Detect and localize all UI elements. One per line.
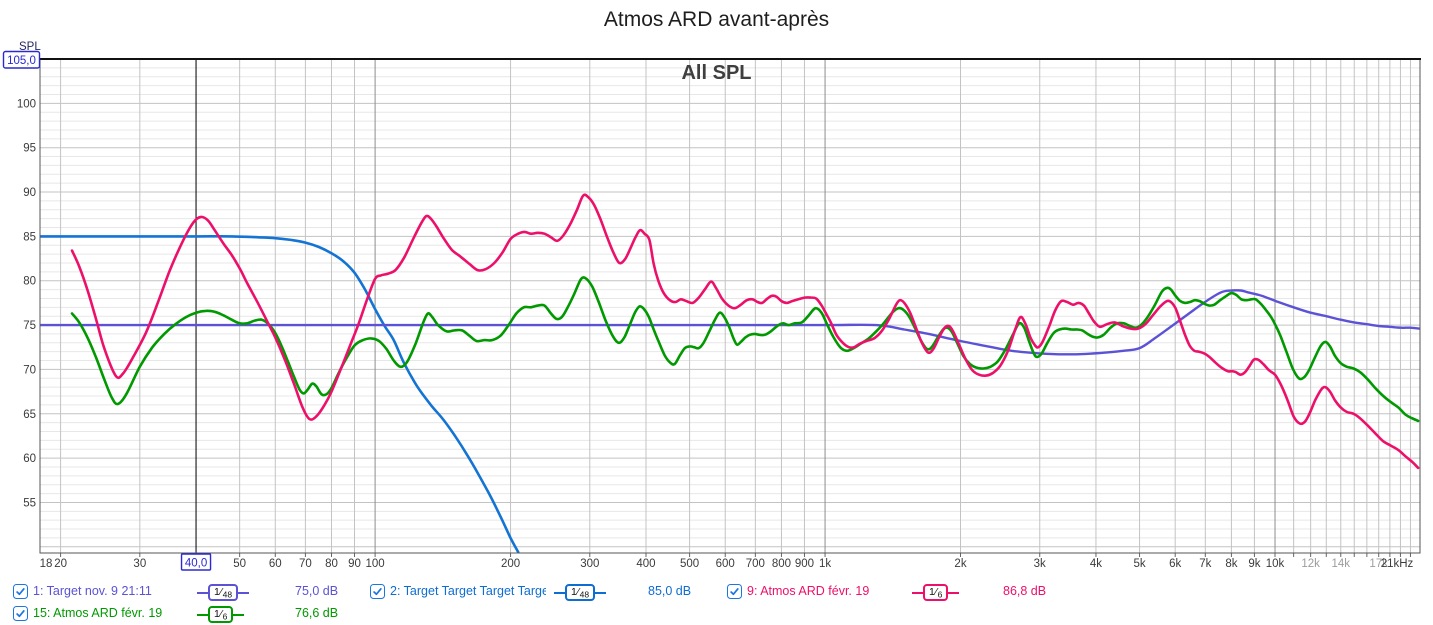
series-line-stub bbox=[197, 591, 208, 594]
x-axis-label: 100 bbox=[366, 558, 385, 570]
y-axis-label: 60 bbox=[23, 453, 36, 465]
series-line-stub bbox=[595, 591, 607, 594]
legend-row: 1: Target nov. 9 21:11 1 ⁄ 48 75,0 dB 2: T… bbox=[0, 583, 1433, 603]
x-axis-label: 6k bbox=[1169, 558, 1181, 570]
smoothing-badge: 1 ⁄ 48 bbox=[554, 584, 607, 601]
x-axis-label: 30 bbox=[133, 558, 146, 570]
curve-atmos_before_pink bbox=[70, 193, 1420, 470]
y-axis-label: 90 bbox=[23, 187, 36, 199]
x-axis-label: 1k bbox=[819, 558, 831, 570]
legend-label[interactable]: 9: Atmos ARD févr. 19 bbox=[747, 584, 870, 598]
x-axis-label: 800 bbox=[772, 558, 791, 570]
legend-checkbox[interactable] bbox=[13, 606, 28, 621]
curve-target_75_purple bbox=[40, 289, 1420, 356]
x-cursor-readout: 40,0 bbox=[185, 558, 207, 570]
check-icon bbox=[16, 588, 25, 596]
smoothing-badge: 1 ⁄ 48 bbox=[197, 584, 250, 601]
x-axis-label: 10k bbox=[1266, 558, 1285, 570]
x-axis-label: 21kHz bbox=[1381, 558, 1414, 570]
legend-spl-value: 75,0 dB bbox=[295, 584, 339, 598]
x-axis-label: 200 bbox=[501, 558, 520, 570]
y-axis-name: SPL bbox=[19, 41, 41, 53]
series-line-stub bbox=[912, 591, 923, 594]
legend-row: 15: Atmos ARD févr. 19 1 ⁄ 6 76,6 dB bbox=[0, 605, 1433, 625]
series-line-stub bbox=[554, 591, 565, 594]
check-icon bbox=[373, 588, 382, 596]
x-axis-label: 600 bbox=[716, 558, 735, 570]
smoothing-badge: 1 ⁄ 6 bbox=[197, 606, 245, 623]
legend-label[interactable]: 2: Target Target Target Target T bbox=[390, 584, 546, 598]
y-axis-label: 70 bbox=[23, 364, 36, 376]
x-axis-label: 17k bbox=[1369, 558, 1388, 570]
y-axis-label: 55 bbox=[23, 497, 36, 509]
check-icon bbox=[16, 610, 25, 618]
x-axis-label: 8k bbox=[1225, 558, 1237, 570]
x-axis-label: 9k bbox=[1248, 558, 1260, 570]
x-axis-label: 2k bbox=[954, 558, 966, 570]
x-axis-label: 60 bbox=[269, 558, 282, 570]
legend-spl-value: 76,6 dB bbox=[295, 606, 339, 620]
legend-spl-value: 86,8 dB bbox=[1003, 584, 1047, 598]
y-axis-label: 80 bbox=[23, 276, 36, 288]
legend-label[interactable]: 1: Target nov. 9 21:11 bbox=[33, 584, 152, 598]
x-axis-label: 14k bbox=[1331, 558, 1350, 570]
series-line-stub bbox=[948, 591, 960, 594]
y-axis-label: 100 bbox=[17, 98, 36, 110]
x-axis-label: 4k bbox=[1090, 558, 1102, 570]
x-axis-label: 7k bbox=[1199, 558, 1211, 570]
smoothing-badge: 1 ⁄ 6 bbox=[912, 584, 960, 601]
x-axis-label: 80 bbox=[325, 558, 338, 570]
legend-checkbox[interactable] bbox=[13, 584, 28, 599]
x-axis-label: 20 bbox=[54, 558, 67, 570]
x-axis-label: 12k bbox=[1301, 558, 1320, 570]
plot-heading: All SPL bbox=[681, 62, 752, 84]
y-axis-max-readout-box[interactable] bbox=[2, 50, 41, 69]
chart-title: Atmos ARD avant-après bbox=[603, 8, 830, 31]
x-axis-label: 3k bbox=[1034, 558, 1046, 570]
x-axis-label: 50 bbox=[233, 558, 246, 570]
spl-graph[interactable]: 100 95 90 85 80 75 70 65 60 55 18 20 30 50 60 70 80 90 100… bbox=[0, 0, 1433, 578]
legend-checkbox[interactable] bbox=[370, 584, 385, 599]
legend-label[interactable]: 15: Atmos ARD févr. 19 bbox=[33, 606, 163, 620]
x-axis-label: 300 bbox=[580, 558, 599, 570]
x-axis-label: 700 bbox=[746, 558, 765, 570]
legend-checkbox[interactable] bbox=[727, 584, 742, 599]
series-line-stub bbox=[233, 613, 245, 616]
series-line-stub bbox=[238, 591, 250, 594]
x-axis-label: 18 bbox=[40, 558, 53, 570]
y-axis-label: 95 bbox=[23, 143, 36, 155]
curve-target_85_blue bbox=[40, 235, 520, 553]
x-axis-label: 500 bbox=[680, 558, 699, 570]
x-axis-label: 900 bbox=[795, 558, 814, 570]
legend-spl-value: 85,0 dB bbox=[648, 584, 692, 598]
x-axis-label: 5k bbox=[1133, 558, 1145, 570]
y-axis-label: 75 bbox=[23, 320, 36, 332]
series-line-stub bbox=[197, 613, 208, 616]
y-axis-max-readout: 105,0 bbox=[7, 55, 36, 67]
check-icon bbox=[730, 588, 739, 596]
y-axis-label: 85 bbox=[23, 231, 36, 243]
x-axis-label: 70 bbox=[299, 558, 312, 570]
x-axis-label: 90 bbox=[348, 558, 361, 570]
y-axis-label: 65 bbox=[23, 409, 36, 421]
x-axis-label: 400 bbox=[636, 558, 655, 570]
x-cursor-readout-box[interactable] bbox=[180, 553, 212, 571]
